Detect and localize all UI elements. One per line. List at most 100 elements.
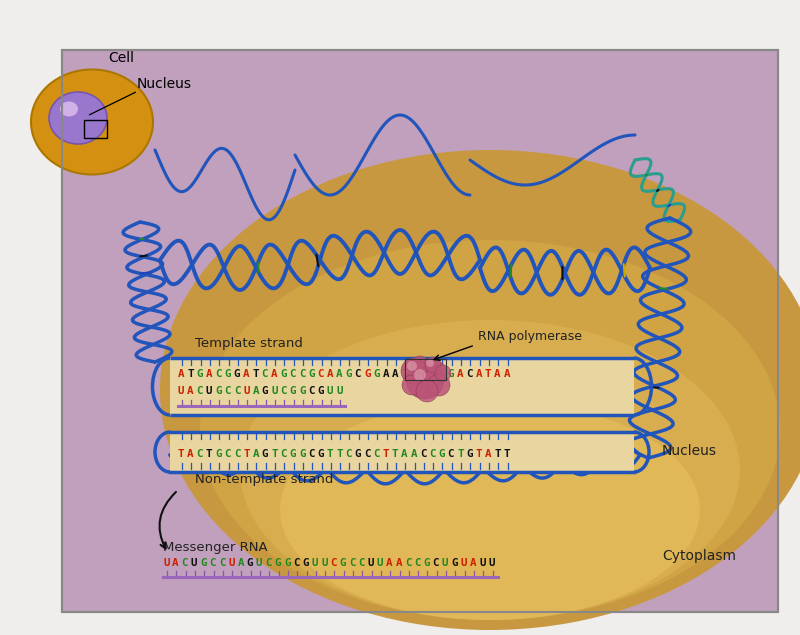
Text: C: C [219, 558, 226, 568]
Text: Template strand: Template strand [195, 337, 303, 350]
Text: A: A [178, 369, 185, 379]
Bar [84, 120, 107, 138]
Text: G: G [234, 369, 240, 379]
Text: G: G [299, 449, 306, 459]
Text: A: A [392, 369, 398, 379]
Text: U: U [368, 558, 374, 568]
Text: A: A [172, 558, 179, 568]
Text: A: A [494, 369, 501, 379]
Text: C: C [299, 369, 306, 379]
Text: U: U [442, 558, 449, 568]
Text: C: C [294, 558, 300, 568]
Text: A: A [410, 449, 417, 459]
Ellipse shape [280, 400, 700, 620]
Text: G: G [346, 369, 352, 379]
Text: RNA polymerase: RNA polymerase [478, 330, 582, 343]
Text: C: C [349, 558, 355, 568]
Text: U: U [256, 558, 262, 568]
Text: U: U [228, 558, 234, 568]
Text: G: G [451, 558, 458, 568]
Text: C: C [225, 386, 231, 396]
Text: T: T [494, 449, 501, 459]
Circle shape [401, 358, 427, 384]
Text: A: A [485, 449, 491, 459]
Text: T: T [271, 449, 278, 459]
Ellipse shape [160, 150, 800, 630]
Text: G: G [318, 449, 324, 459]
Text: T: T [336, 449, 342, 459]
Text: G: G [340, 558, 346, 568]
Text: A: A [187, 449, 194, 459]
Text: U: U [377, 558, 383, 568]
Circle shape [426, 359, 434, 367]
Text: T: T [253, 369, 259, 379]
Text: T: T [206, 449, 213, 459]
Text: T: T [475, 449, 482, 459]
Text: Cytoplasm: Cytoplasm [662, 549, 736, 563]
Text: G: G [262, 386, 268, 396]
Text: G: G [429, 369, 436, 379]
Circle shape [423, 361, 447, 385]
Text: A: A [206, 369, 213, 379]
Text: C: C [466, 369, 473, 379]
Text: C: C [308, 386, 314, 396]
Bar [62, 50, 778, 612]
Text: A: A [402, 449, 408, 459]
Text: T: T [503, 449, 510, 459]
Text: A: A [336, 369, 342, 379]
Text: U: U [312, 558, 318, 568]
Text: C: C [234, 386, 240, 396]
Text: Nucleus: Nucleus [137, 77, 192, 91]
Text: G: G [438, 449, 445, 459]
Text: C: C [182, 558, 188, 568]
Text: U: U [479, 558, 486, 568]
Text: C: C [330, 558, 337, 568]
Text: G: G [290, 386, 296, 396]
Text: C: C [433, 558, 439, 568]
Text: C: C [290, 369, 296, 379]
Text: C: C [234, 449, 240, 459]
Text: U: U [327, 386, 334, 396]
Text: C: C [280, 386, 287, 396]
Text: U: U [178, 386, 185, 396]
Text: C: C [448, 449, 454, 459]
Text: G: G [262, 449, 268, 459]
Text: C: C [225, 449, 231, 459]
Text: G: G [280, 369, 287, 379]
Text: G: G [423, 558, 430, 568]
Text: G: G [466, 449, 473, 459]
Text: G: G [302, 558, 309, 568]
Text: C: C [405, 558, 411, 568]
Text: G: G [284, 558, 290, 568]
Text: C: C [429, 449, 436, 459]
Text: T: T [187, 369, 194, 379]
Text: U: U [271, 386, 278, 396]
Text: C: C [318, 369, 324, 379]
Text: T: T [410, 369, 417, 379]
Text: C: C [210, 558, 216, 568]
Ellipse shape [240, 320, 740, 620]
Text: U: U [191, 558, 198, 568]
Text: U: U [461, 558, 467, 568]
Text: C: C [262, 369, 268, 379]
Text: A: A [475, 369, 482, 379]
Text: G: G [299, 386, 306, 396]
Text: G: G [374, 369, 380, 379]
Text: G: G [274, 558, 281, 568]
Text: T: T [243, 449, 250, 459]
Text: C: C [197, 386, 203, 396]
Text: C: C [346, 449, 352, 459]
Text: A: A [382, 369, 389, 379]
Text: A: A [503, 369, 510, 379]
Text: G: G [308, 369, 314, 379]
Circle shape [425, 357, 441, 373]
Text: C: C [364, 449, 370, 459]
Ellipse shape [200, 240, 780, 620]
Circle shape [402, 375, 422, 395]
Text: G: G [354, 449, 362, 459]
Text: G: G [290, 449, 296, 459]
Text: G: G [448, 369, 454, 379]
Text: G: G [420, 369, 426, 379]
Text: A: A [253, 386, 259, 396]
Text: C: C [420, 449, 426, 459]
